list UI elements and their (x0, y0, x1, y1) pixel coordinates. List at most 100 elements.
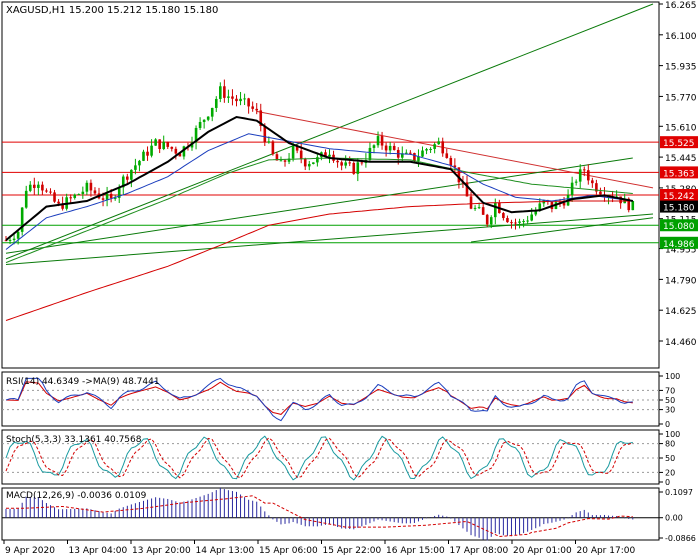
candle-body (409, 152, 412, 154)
candle-body (445, 153, 449, 158)
candle-body (303, 158, 307, 167)
candle-body (53, 192, 56, 202)
candle-body (506, 218, 509, 223)
level-tag (660, 236, 698, 249)
candle-body (437, 141, 440, 145)
candle-body (12, 238, 16, 240)
candle-body (534, 210, 538, 215)
candle-body (510, 222, 513, 224)
price-tick-label: 15.935 (665, 63, 697, 73)
candle-body (384, 145, 388, 151)
panel-tick-label: 50 (665, 396, 675, 405)
candle-body (465, 182, 469, 197)
candle-body (469, 196, 473, 209)
candle-body (20, 207, 24, 232)
candle-body (57, 201, 60, 204)
candle-body (73, 194, 77, 198)
candle-body (61, 203, 64, 209)
candle-body (206, 116, 210, 120)
price-tick-label: 15.770 (665, 93, 697, 103)
candle-body (49, 191, 52, 193)
candle-body (81, 191, 85, 195)
candle-body (312, 162, 315, 164)
candle-body (400, 153, 404, 158)
time-tick-label: 15 Apr 22:00 (323, 546, 382, 556)
main-chart-panel[interactable] (1, 1, 660, 369)
price-tick-label: 14.955 (665, 246, 697, 256)
candle-body (307, 163, 311, 167)
candle-body (45, 190, 48, 192)
candle-body (150, 145, 153, 156)
candle-body (489, 217, 493, 225)
candle-body (227, 96, 230, 98)
current-price-label: 15.180 (663, 204, 695, 214)
candle-body (223, 86, 226, 98)
candle-body (170, 146, 174, 149)
trendline-2 (5, 213, 654, 265)
candle-body (283, 160, 287, 162)
candle-body (142, 151, 145, 161)
candle-body (85, 182, 89, 192)
price-tick-label: 16.265 (665, 1, 697, 11)
candle-body (449, 157, 453, 166)
candle-body (239, 98, 242, 102)
stoch-d-line (5, 437, 633, 479)
candle-body (130, 169, 133, 180)
candle-body (522, 220, 525, 222)
candle-body (138, 160, 141, 166)
panel-tick-label: 0 (665, 420, 670, 429)
candle-body (214, 98, 218, 108)
candle-body (477, 207, 481, 209)
candle-body (485, 214, 489, 225)
candle-body (578, 169, 582, 182)
candle-body (243, 98, 246, 100)
candle-body (174, 148, 178, 154)
time-tick-label: 20 Apr 01:00 (513, 546, 572, 556)
candle-body (121, 176, 125, 188)
candle-body (473, 207, 477, 209)
rsi-header: RSI(14) 44.6349 ->MA(9) 48.7441 (6, 377, 160, 387)
candle-body (158, 139, 161, 150)
level-tag-label: 15.363 (663, 169, 695, 179)
candle-body (421, 150, 424, 157)
price-axis-layer: 16.265 16.100 15.935 15.770 15.610 15.445 15.2… (659, 1, 698, 348)
price-tick-label: 15.610 (665, 123, 697, 133)
candle-body (392, 145, 396, 150)
candle-body (570, 182, 574, 195)
rsi-line (5, 377, 633, 422)
macd-header: MACD(12,26,9) -0.0036 0.0109 (6, 491, 147, 501)
level-tag (660, 136, 698, 149)
candle-body (8, 239, 12, 241)
candle-body (198, 121, 202, 128)
candle-body (352, 162, 356, 174)
level-tag (660, 166, 698, 179)
time-tick-label: 20 Apr 17:00 (577, 546, 636, 556)
candle-body (526, 220, 529, 222)
candle-body (388, 145, 392, 151)
candle-body (263, 125, 267, 143)
level-tag-label: 15.525 (663, 139, 695, 149)
price-tick-label: 15.445 (665, 154, 697, 164)
time-tick-label: 16 Apr 15:00 (386, 546, 445, 556)
trendline-0 (5, 3, 654, 260)
ma-green-line (5, 157, 633, 264)
ma-black-line (5, 115, 633, 241)
candle-body (28, 184, 32, 191)
candle-body (134, 165, 137, 170)
candle-body (582, 169, 586, 171)
candle-body (299, 150, 303, 159)
candle-body (93, 190, 97, 194)
price-tick-label: 14.460 (665, 338, 697, 348)
macd-signal-line (6, 495, 633, 538)
candle-body (538, 203, 542, 211)
level-tag-label: 14.986 (663, 240, 695, 250)
panel-tick-label: 0.1097 (665, 488, 693, 497)
candle-body (24, 190, 28, 208)
candle-body (595, 183, 598, 192)
candle-body (405, 152, 408, 154)
candle-body (518, 221, 521, 223)
candle-body (376, 136, 380, 146)
time-tick-label: 15 Apr 06:00 (259, 546, 318, 556)
